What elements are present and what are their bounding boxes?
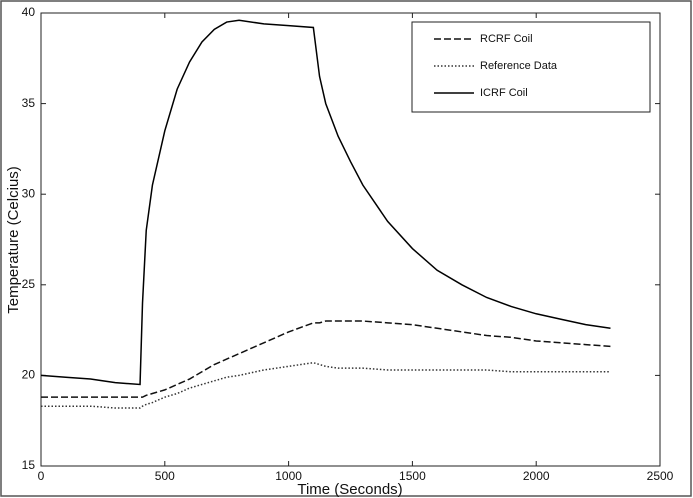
x-tick-label: 1000 xyxy=(275,469,302,483)
x-tick-label: 500 xyxy=(155,469,175,483)
x-tick-label: 1500 xyxy=(399,469,426,483)
y-tick-label: 35 xyxy=(22,96,36,110)
y-tick-label: 15 xyxy=(22,458,36,472)
legend-box xyxy=(411,21,651,113)
legend-label: RCRF Coil xyxy=(480,33,533,45)
plot-area xyxy=(40,12,661,467)
series-line xyxy=(41,361,611,409)
legend-label: Reference Data xyxy=(480,60,558,72)
x-axis-label: Time (Seconds) xyxy=(297,481,402,498)
y-tick-label: 25 xyxy=(22,277,36,291)
y-tick-label: 20 xyxy=(22,368,36,382)
y-axis-label: Temperature (Celcius) xyxy=(5,166,22,314)
series-line xyxy=(40,19,611,386)
x-tick-label: 2500 xyxy=(647,469,674,483)
y-tick-label: 30 xyxy=(22,186,36,200)
series-line xyxy=(41,320,611,398)
legend-label: ICRF Coil xyxy=(480,87,528,99)
x-tick-label: 2000 xyxy=(523,469,550,483)
x-tick-label: 0 xyxy=(38,469,45,483)
y-tick-label: 40 xyxy=(22,5,36,19)
